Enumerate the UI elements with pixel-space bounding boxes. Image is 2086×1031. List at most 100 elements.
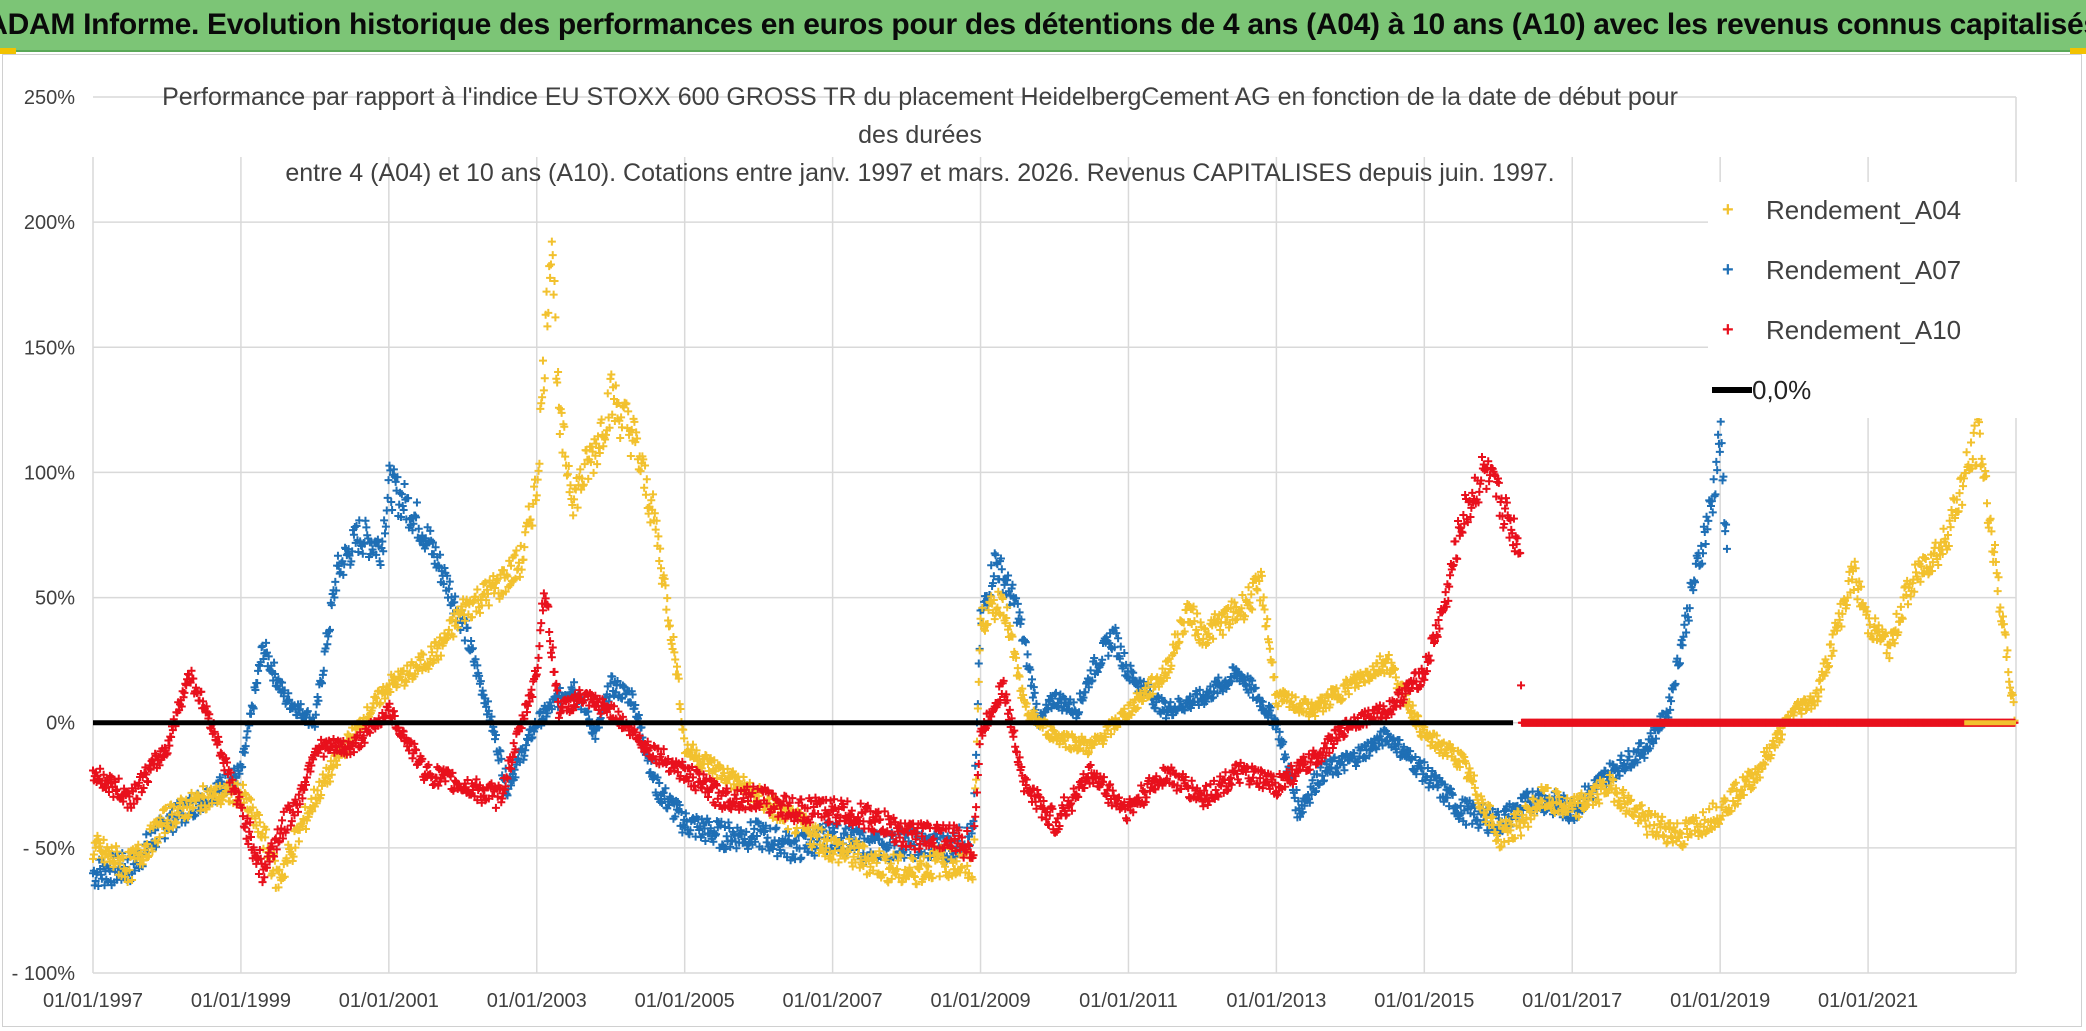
data-point [758, 845, 767, 854]
data-point [593, 460, 602, 469]
data-point [163, 749, 172, 758]
data-point [1312, 770, 1321, 779]
data-point [495, 594, 504, 603]
data-point [254, 810, 263, 819]
data-point [293, 711, 302, 720]
data-point [517, 565, 526, 574]
data-point [302, 825, 311, 834]
data-point [283, 858, 292, 867]
data-point [216, 800, 225, 809]
data-point [399, 666, 408, 675]
data-point [491, 731, 500, 740]
data-point [723, 764, 732, 773]
data-point [445, 577, 454, 586]
data-point [409, 519, 418, 528]
data-point [1268, 658, 1277, 667]
data-point [295, 800, 304, 809]
data-point [622, 399, 631, 408]
data-point [1838, 609, 1847, 618]
data-point [1360, 678, 1369, 687]
data-point [381, 529, 389, 538]
data-point [1180, 706, 1189, 715]
data-point [998, 594, 1007, 603]
data-point [143, 839, 152, 848]
data-point [204, 793, 213, 802]
data-point [1896, 602, 1905, 611]
data-point [302, 780, 311, 789]
data-point [1291, 693, 1300, 702]
data-point [1645, 744, 1654, 753]
data-point [507, 561, 516, 570]
data-point [845, 834, 854, 843]
data-point [144, 851, 153, 860]
data-point [158, 821, 167, 830]
data-point [125, 792, 134, 801]
data-point [617, 694, 626, 703]
data-point [993, 603, 1002, 612]
data-point [1990, 540, 1999, 549]
data-point [262, 638, 271, 647]
data-point [205, 710, 214, 719]
y-tick-label: 200% [24, 212, 75, 234]
data-point [238, 812, 247, 821]
data-point [249, 704, 258, 713]
data-point [1826, 640, 1835, 649]
data-point [653, 773, 662, 782]
data-point [1088, 676, 1097, 685]
data-point [441, 777, 450, 786]
data-point [1308, 776, 1317, 785]
data-point [754, 792, 763, 801]
data-point [186, 678, 195, 687]
data-point [444, 584, 453, 593]
y-tick-label: 100% [24, 462, 75, 484]
data-point [404, 746, 413, 755]
data-point [1281, 753, 1290, 762]
data-point [1592, 780, 1601, 789]
data-point [1856, 582, 1865, 591]
data-point [388, 506, 397, 515]
x-tick-label: 01/01/1997 [43, 990, 143, 1012]
data-point [1806, 692, 1815, 701]
data-point [1012, 653, 1021, 662]
data-point [428, 648, 437, 657]
data-point [1070, 733, 1079, 742]
data-point [538, 393, 547, 402]
data-point [1022, 699, 1031, 708]
data-point [133, 795, 142, 804]
data-point [1258, 601, 1267, 610]
data-point [851, 858, 860, 867]
data-point [1714, 430, 1723, 439]
data-point [1649, 739, 1658, 748]
data-point [1545, 793, 1554, 802]
data-point [362, 523, 371, 532]
data-point [555, 429, 564, 438]
data-point [1624, 791, 1633, 800]
data-point [278, 834, 287, 843]
data-point [1391, 664, 1400, 673]
data-point [1777, 730, 1786, 739]
data-point [550, 667, 559, 676]
data-point [1428, 767, 1437, 776]
data-point [768, 813, 777, 822]
data-point [1992, 569, 2001, 578]
data-point [317, 679, 326, 688]
data-point [570, 678, 579, 687]
data-point [245, 827, 254, 836]
data-point [875, 835, 884, 844]
data-point [294, 837, 303, 846]
data-point [884, 843, 893, 852]
data-point [360, 738, 369, 747]
data-point [187, 788, 196, 797]
data-point [253, 679, 262, 688]
data-point [536, 626, 545, 635]
data-point [830, 827, 839, 836]
data-point [390, 712, 399, 721]
data-point [419, 650, 428, 659]
data-point [468, 644, 477, 653]
data-point [650, 509, 659, 518]
data-point [1253, 586, 1262, 595]
data-point [139, 856, 148, 865]
data-point [546, 273, 555, 282]
data-point [332, 586, 341, 595]
data-point [655, 778, 664, 787]
